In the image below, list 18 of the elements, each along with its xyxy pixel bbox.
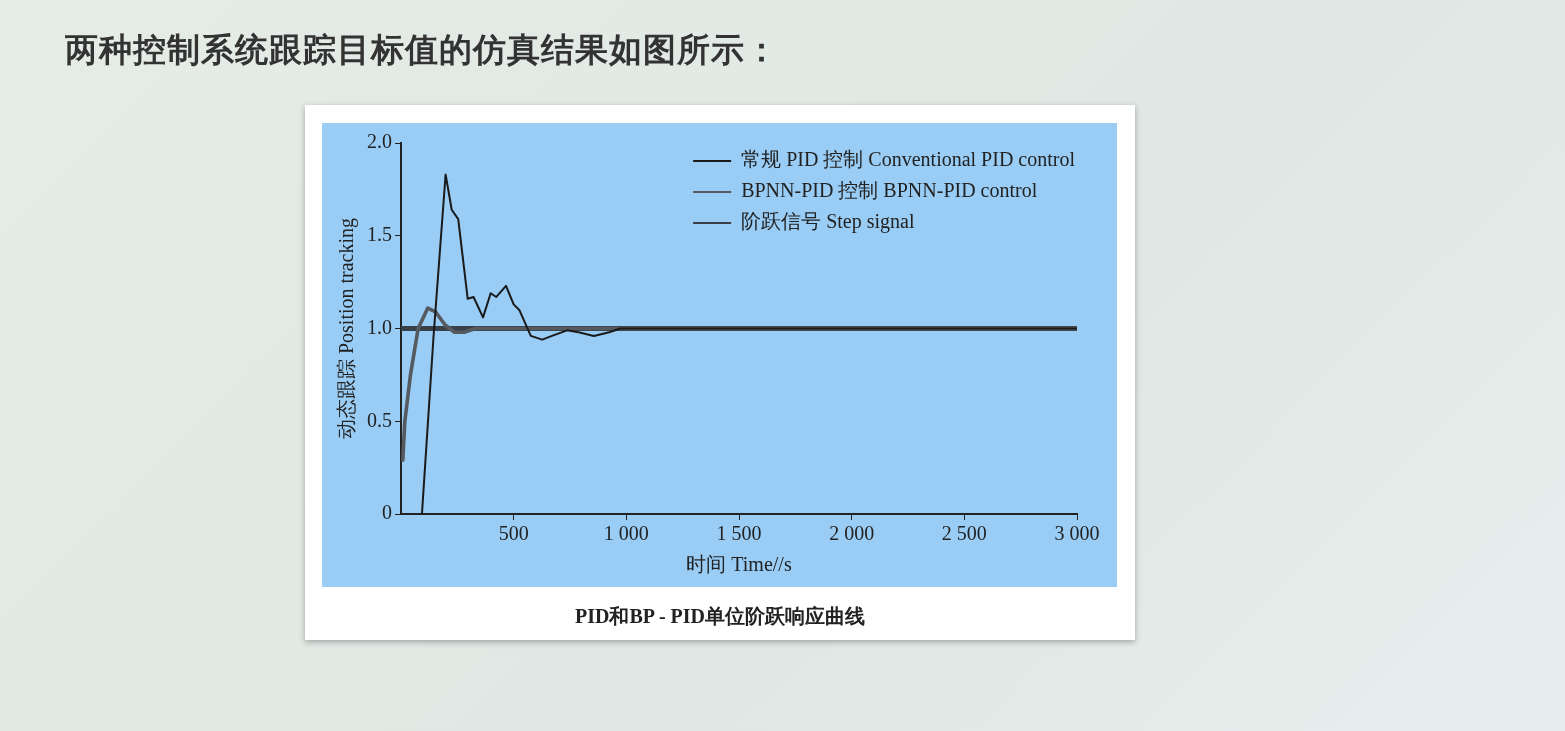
y-tick-label: 1.5 <box>367 223 392 245</box>
legend-label: 常规 PID 控制 Conventional PID control <box>741 148 1076 171</box>
y-tick-label: 2.0 <box>367 130 392 153</box>
x-tick-label: 1 000 <box>603 522 649 545</box>
y-tick-label: 1.0 <box>367 315 392 338</box>
x-tick-label: 500 <box>498 522 529 545</box>
x-axis-title: 时间 Time//s <box>686 553 792 576</box>
legend-label: BPNN-PID 控制 BPNN-PID control <box>741 179 1038 202</box>
chart-title: 两种控制系统跟踪目标值的仿真结果如图所示： <box>65 29 779 71</box>
legend-label: 阶跃信号 Step signal <box>741 210 915 234</box>
y-axis-title: 动态跟踪 Position tracking <box>335 217 359 440</box>
text: PID和BP - PID单位阶跃响应曲线 <box>574 604 866 629</box>
x-tick-label: 2 000 <box>829 522 875 545</box>
x-tick-label: 3 000 <box>1054 522 1100 545</box>
y-tick-label: 0 <box>382 501 392 524</box>
x-tick-label: 1 500 <box>716 522 762 545</box>
x-tick-label: 2 500 <box>941 522 987 545</box>
y-tick-label: 0.5 <box>367 408 392 431</box>
